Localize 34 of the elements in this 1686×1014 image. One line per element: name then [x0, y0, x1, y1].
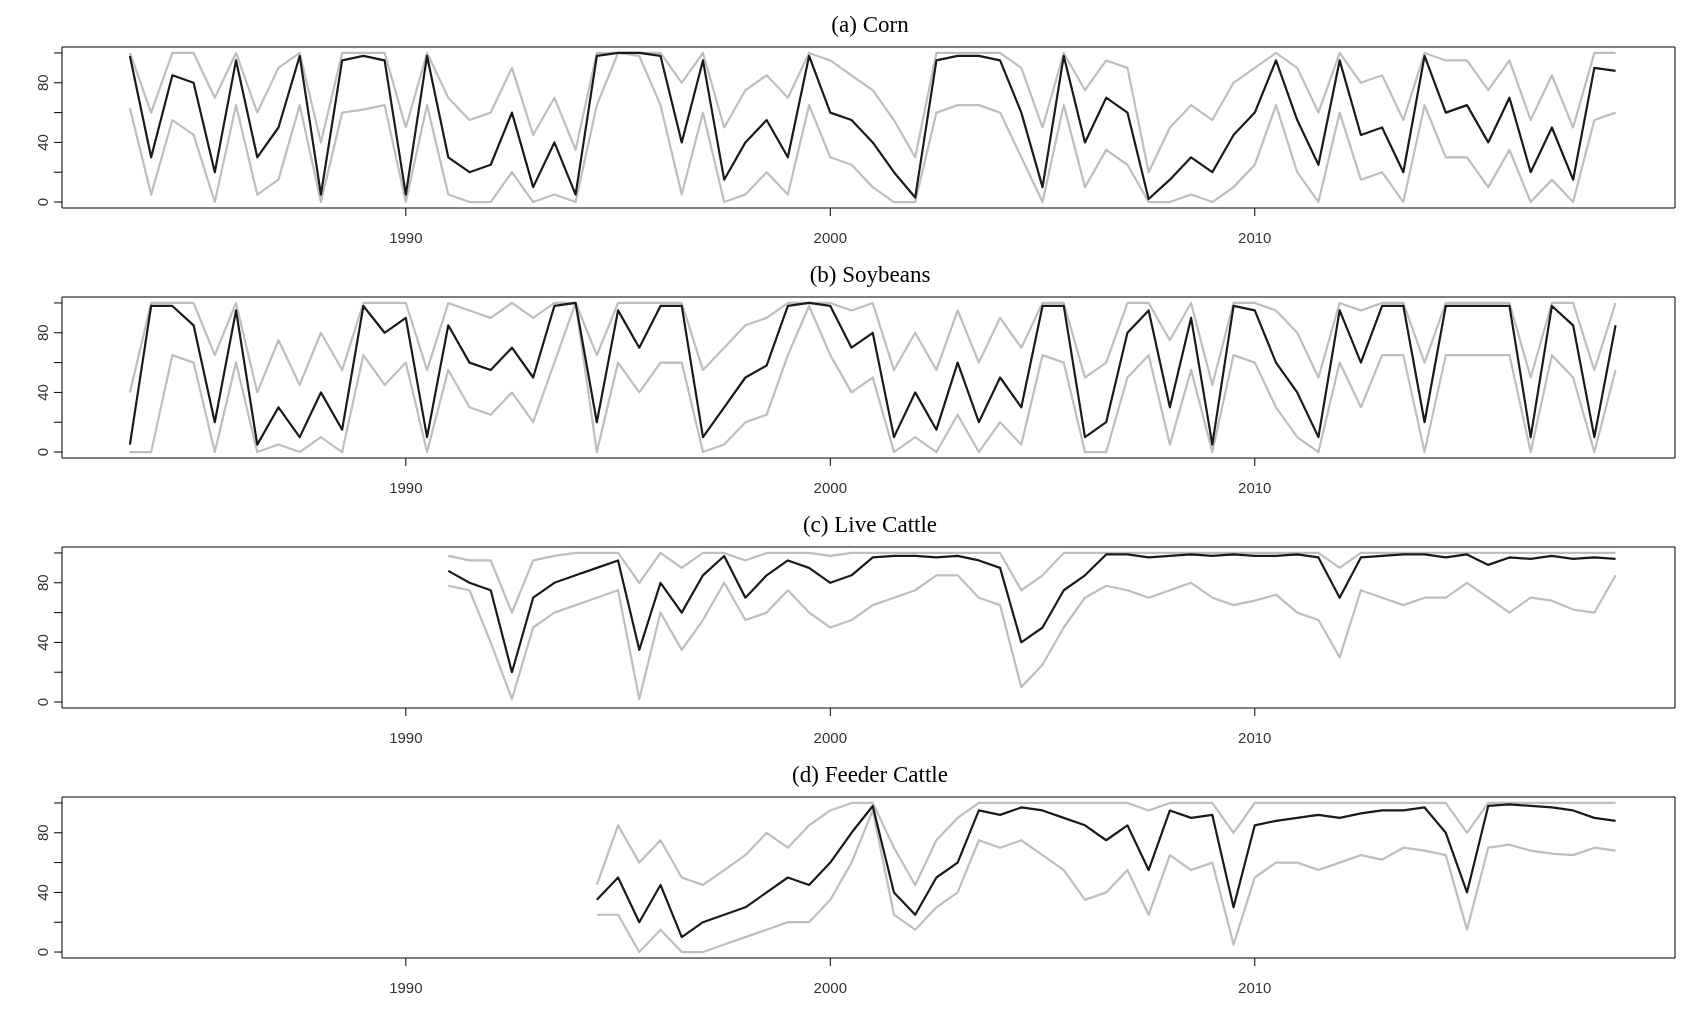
- x-tick-label: 1990: [389, 978, 423, 996]
- y-tick-label: 0: [34, 947, 51, 957]
- x-tick-label: 2000: [813, 978, 847, 996]
- x-tick-label: 1990: [389, 228, 423, 246]
- line-series: [595, 801, 1617, 887]
- chart-title: (c) Live Cattle: [801, 511, 939, 539]
- chart-title: (d) Feeder Cattle: [791, 761, 949, 789]
- y-tick-label: 80: [34, 574, 51, 592]
- x-tick-label: 1990: [389, 728, 423, 746]
- chart-title: (b) Soybeans: [808, 261, 932, 289]
- chart-title: (a) Corn: [830, 11, 910, 39]
- line-series: [128, 301, 1617, 394]
- y-tick-label: 80: [34, 324, 51, 342]
- y-tick-label: 40: [34, 134, 51, 151]
- line-series: [447, 553, 1617, 674]
- x-tick-label: 2010: [1238, 228, 1272, 246]
- x-tick-label: 2010: [1238, 978, 1272, 996]
- y-tick-label: 80: [34, 824, 51, 842]
- y-tick-label: 40: [34, 634, 51, 651]
- line-series: [447, 574, 1617, 701]
- y-tick-label: 80: [34, 74, 51, 92]
- x-tick-label: 2000: [813, 478, 847, 496]
- x-tick-label: 2000: [813, 728, 847, 746]
- y-tick-label: 0: [34, 697, 51, 707]
- y-tick-label: 40: [34, 384, 51, 401]
- line-series: [128, 51, 1617, 174]
- x-tick-label: 2010: [1238, 478, 1272, 496]
- y-tick-label: 0: [34, 197, 51, 207]
- x-tick-label: 1990: [389, 478, 423, 496]
- y-tick-label: 0: [34, 447, 51, 457]
- line-series: [447, 551, 1617, 614]
- x-tick-label: 2010: [1238, 728, 1272, 746]
- x-tick-label: 2000: [813, 228, 847, 246]
- y-tick-label: 40: [34, 884, 51, 901]
